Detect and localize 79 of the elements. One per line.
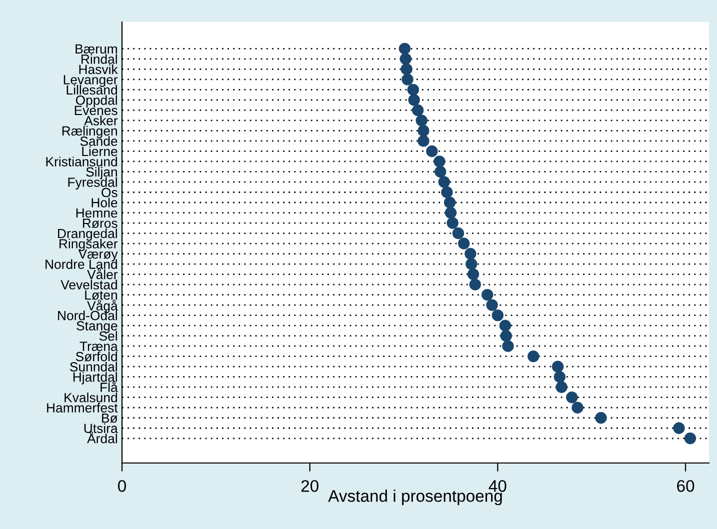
y-tick-label: Asker (84, 116, 118, 126)
point (418, 124, 430, 137)
point (566, 392, 578, 404)
x-tick-label: 20 (301, 480, 318, 492)
y-tick-label: Lierne (82, 146, 118, 156)
y-tick-label: Hole (92, 198, 118, 208)
y-tick-label: Fyresdal (68, 177, 117, 190)
point (492, 309, 504, 322)
y-tick-label: Siljan (86, 166, 117, 180)
y-tick-label: Hasvik (79, 64, 118, 74)
point (400, 53, 412, 65)
point (402, 74, 414, 86)
point (556, 381, 568, 393)
y-tick-label: Drangedal (58, 228, 117, 241)
y-tick-label: Rindal (82, 54, 117, 64)
point (452, 227, 464, 240)
y-tick-label: Hemne (76, 208, 118, 218)
y-tick-label: Bærum (76, 44, 117, 54)
y-tick-label: Utsira (84, 423, 118, 434)
y-tick-label: Sunndal (70, 362, 117, 372)
point (408, 94, 420, 106)
y-tick-label: Træna (80, 342, 118, 351)
y-tick-label: Sande (80, 136, 118, 146)
y-tick-label: Værøy (78, 249, 118, 262)
y-tick-label: Årdal (87, 432, 117, 444)
point (426, 145, 438, 158)
y-tick-label: Stange (76, 321, 118, 334)
point (444, 196, 456, 208)
x-axis-title: Avstand i prosentpoeng (328, 490, 502, 506)
point (441, 186, 453, 198)
y-tick-label: Kristiansund (46, 156, 117, 166)
point (466, 258, 478, 270)
x-tick-label: 0 (118, 480, 126, 492)
y-tick-label: Sørfold (76, 352, 117, 362)
y-tick-label: Kvalsund (64, 392, 117, 402)
point (528, 350, 540, 362)
y-tick-label: Nordre Land (46, 259, 117, 269)
y-tick-label: Ringsaker (60, 238, 118, 252)
point (434, 166, 446, 178)
y-tick-label: Bø (102, 414, 118, 423)
y-tick-label: Levanger (64, 75, 118, 87)
point (502, 340, 514, 352)
point (398, 42, 411, 55)
y-tick-label: Evenes (74, 106, 118, 116)
point (464, 248, 476, 260)
point (400, 63, 412, 76)
point (418, 135, 430, 147)
y-tick-label: Sel (99, 331, 117, 341)
point (554, 371, 566, 383)
y-tick-label: Rælingen (62, 126, 117, 138)
y-tick-label: Lillesand (66, 84, 117, 95)
point (407, 84, 419, 96)
point (458, 238, 470, 250)
y-tick-label: Røros (83, 218, 118, 228)
y-tick-label: Vevelstad (60, 280, 117, 290)
point (673, 422, 685, 434)
point (552, 360, 564, 372)
point (595, 412, 607, 424)
point (684, 432, 696, 444)
point (438, 176, 450, 188)
x-tick-label: 40 (488, 480, 506, 492)
point (499, 320, 512, 332)
point (482, 288, 494, 301)
point (412, 104, 424, 116)
point (434, 156, 446, 168)
point (444, 206, 457, 219)
point (467, 268, 480, 280)
x-tick-label: 60 (677, 480, 694, 492)
y-tick-label: Løten (85, 290, 117, 300)
point (416, 114, 428, 126)
y-tick-label: Hammerfest (47, 402, 118, 413)
y-tick-label: Våler (87, 268, 118, 280)
y-tick-label: Os (102, 188, 118, 198)
point (500, 330, 512, 342)
point (446, 217, 458, 229)
y-tick-label: Oppdal (76, 95, 117, 108)
point (469, 278, 481, 290)
point (572, 402, 584, 414)
point (486, 299, 498, 311)
